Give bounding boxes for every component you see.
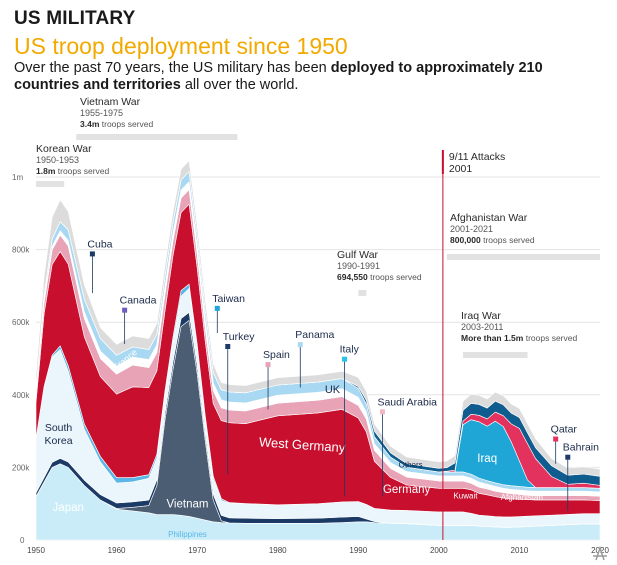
gulf-war-troops: 694,550 troops served — [337, 272, 422, 282]
vietnam-war-period: 1955-1975 — [80, 108, 123, 118]
chart-kicker: US MILITARY — [14, 8, 136, 29]
x-tick-label: 1970 — [188, 546, 206, 555]
region-label-west-germany: West Germany — [259, 434, 347, 455]
x-tick-label: 1990 — [349, 546, 367, 555]
x-tick-label: 1980 — [269, 546, 287, 555]
callout-marker — [379, 409, 385, 415]
korean-war-span-bar — [36, 181, 65, 187]
callouts — [89, 251, 571, 511]
area-others — [35, 160, 601, 477]
callout-marker — [225, 343, 231, 349]
gulf-war-span-bar — [358, 290, 367, 296]
callout-label-spain: Spain — [263, 349, 290, 361]
vietnam-war-span-bar — [76, 134, 238, 140]
x-tick-label: 2000 — [430, 546, 448, 555]
afghanistan-war-title: Afghanistan War — [450, 212, 528, 224]
region-label-vietnam: Vietnam — [166, 498, 208, 510]
region-label-philippines: Philippines — [168, 530, 207, 539]
vietnam-war-troops: 3.4m troops served — [80, 119, 154, 129]
y-tick-label: 600k — [12, 318, 30, 327]
area-layers — [35, 160, 601, 541]
subtitle-text-end: all over the world. — [180, 77, 299, 93]
y-tick-label: 0 — [20, 536, 25, 545]
callout-label-cuba: Cuba — [87, 238, 112, 250]
afghanistan-war-period: 2001-2021 — [450, 224, 493, 234]
callout-label-taiwan: Taiwan — [212, 293, 245, 305]
region-label-iraq: Iraq — [477, 453, 497, 465]
y-tick-label: 200k — [12, 463, 30, 472]
iraq-war-period: 2003-2011 — [461, 322, 503, 332]
chart-title: US troop deployment since 1950 — [14, 33, 348, 59]
x-tick-label: 2010 — [511, 546, 529, 555]
x-tick-label: 1950 — [27, 546, 45, 555]
callout-marker — [265, 362, 271, 368]
y-tick-label: 400k — [12, 391, 30, 400]
callout-label-panama: Panama — [295, 329, 334, 341]
afghanistan-war-troops: 800,000 troops served — [450, 235, 535, 245]
x-tick-label: 1960 — [108, 546, 126, 555]
iraq-war-span-bar — [463, 352, 528, 358]
war-annotations — [36, 134, 600, 358]
callout-marker — [89, 251, 95, 257]
subtitle-bold: deployed to approximately 210 countries … — [14, 60, 543, 93]
publisher-logo-icon — [593, 545, 607, 561]
callout-marker — [214, 305, 220, 311]
callout-label-qatar: Qatar — [551, 424, 578, 436]
y-tick-label: 1m — [12, 173, 23, 182]
marker-title: 9/11 Attacks — [449, 151, 505, 163]
vietnam-war-title: Vietnam War — [80, 96, 141, 108]
callout-label-turkey: Turkey — [223, 331, 255, 343]
iraq-war-troops: More than 1.5m troops served — [461, 333, 577, 343]
callout-marker — [122, 307, 128, 313]
region-label-germany: Germany — [383, 484, 431, 496]
region-label-kuwait: Kuwait — [453, 491, 478, 500]
callout-label-italy: Italy — [340, 344, 360, 356]
marker-year: 2001 — [449, 163, 473, 175]
region-label-uk: UK — [325, 384, 341, 396]
callout-label-bahrain: Bahrain — [563, 442, 599, 454]
korean-war-title: Korean War — [36, 143, 92, 155]
callout-label-saudi-arabia: Saudi Arabia — [377, 396, 437, 408]
callout-marker — [297, 342, 303, 348]
region-label-others: Others — [399, 460, 423, 469]
callout-marker — [342, 356, 348, 362]
afghanistan-war-span-bar — [446, 254, 600, 260]
region-label-south-korea: South Korea — [45, 422, 73, 447]
region-label-japan: Japan — [53, 502, 84, 514]
gulf-war-period: 1990-1991 — [337, 261, 380, 271]
chart-subtitle: Over the past 70 years, the US military … — [14, 60, 604, 94]
region-label-afghanistan: Afghanistan — [501, 493, 543, 502]
iraq-war-title: Iraq War — [461, 310, 501, 322]
subtitle-text: Over the past 70 years, the US military … — [14, 60, 331, 76]
gulf-war-title: Gulf War — [337, 249, 379, 261]
marker-flag — [441, 150, 444, 174]
callout-marker — [565, 454, 571, 460]
korean-war-period: 1950-1953 — [36, 155, 79, 165]
callout-label-canada: Canada — [120, 295, 157, 307]
callout-marker — [553, 436, 559, 442]
y-tick-label: 800k — [12, 246, 30, 255]
korean-war-troops: 1.8m troops served — [36, 166, 110, 176]
